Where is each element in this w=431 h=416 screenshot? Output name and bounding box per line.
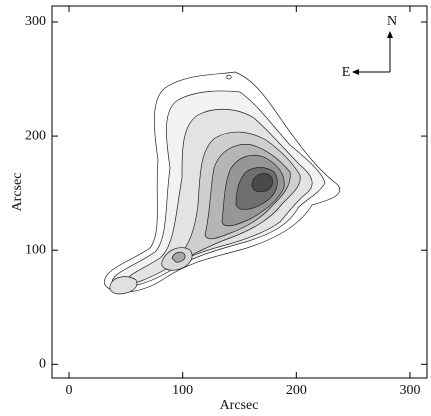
y-tick-label: 300 [25,14,46,29]
y-tick-label: 200 [25,128,46,143]
x-tick-label: 100 [172,383,193,398]
contour-map [104,71,340,295]
annotation: E [342,65,351,80]
contour-level [251,173,273,193]
x-tick-label: 300 [399,383,420,398]
arrow-head [387,31,393,38]
contour-level [171,251,186,263]
contour-level [109,276,138,295]
x-axis-label: Arcsec [220,398,259,413]
y-tick-label: 0 [39,357,46,372]
x-tick-label: 200 [286,383,307,398]
arrow-head [352,69,359,75]
compass: N E [342,14,397,80]
contour-level [226,74,232,80]
annotation: N [387,14,397,29]
plot-frame [51,5,428,379]
y-axis-label: Arcsec [10,173,25,212]
y-tick-label: 100 [25,242,46,257]
x-tick-label: 0 [66,383,73,398]
